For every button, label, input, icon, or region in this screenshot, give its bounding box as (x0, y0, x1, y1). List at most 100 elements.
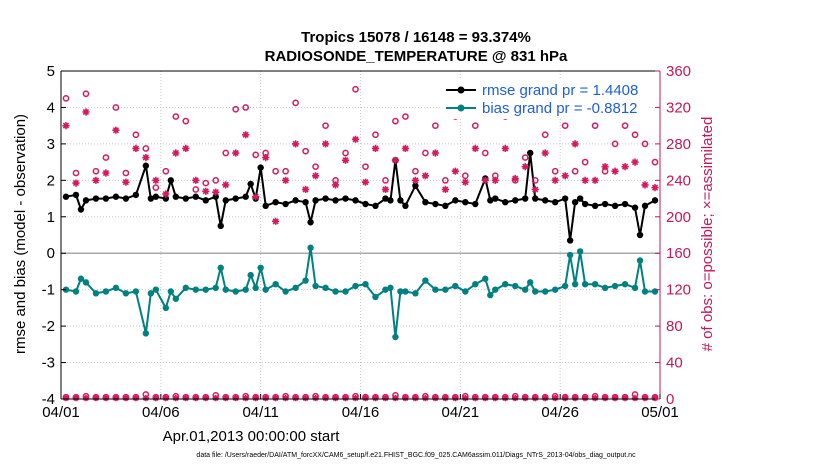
data-point-assimilated (391, 156, 399, 164)
series-layer (62, 85, 659, 402)
data-point-assimilated-low (202, 394, 209, 402)
data-point (551, 286, 559, 293)
data-point-assimilated-low (382, 394, 389, 402)
data-point (422, 277, 429, 284)
data-point (387, 284, 394, 292)
data-point-possible (372, 131, 379, 139)
data-point-possible (422, 149, 429, 157)
data-point-assimilated (312, 172, 320, 180)
y-right-tick-label: 160 (666, 245, 691, 262)
data-point (282, 288, 289, 295)
data-point-assimilated (471, 144, 479, 152)
data-point (147, 195, 155, 202)
series-1 (62, 244, 659, 341)
data-point-assimilated-low (591, 394, 599, 402)
data-point (342, 195, 349, 202)
data-point-assimilated-low (122, 394, 130, 402)
data-point (382, 195, 389, 202)
data-point (621, 281, 629, 288)
data-point (257, 164, 264, 171)
chart-subtitle: RADIOSONDE_TEMPERATURE @ 831 hPa (265, 48, 568, 65)
data-point (142, 162, 150, 169)
y-tick-label: 2 (47, 172, 55, 189)
data-point (322, 284, 329, 292)
data-point-possible (162, 167, 170, 175)
data-point-assimilated (351, 135, 360, 143)
data-file-footer: data file: /Users/raeder/DAI/ATM_forcXX/… (196, 452, 636, 459)
data-point (541, 197, 549, 204)
data-point (601, 200, 609, 208)
series-assimilated-low (62, 394, 659, 402)
data-point-assimilated-low (232, 394, 239, 402)
data-point-assimilated-low (462, 394, 469, 402)
data-point-assimilated (451, 167, 459, 175)
x-tick-label: 04/06 (142, 404, 180, 421)
data-point-possible (222, 149, 230, 157)
data-point-assimilated (521, 163, 529, 171)
data-point-possible (471, 122, 479, 130)
data-point-assimilated-low (142, 394, 150, 402)
data-point (142, 330, 150, 337)
data-point (182, 195, 189, 202)
data-point (541, 288, 549, 295)
data-point-possible (172, 113, 180, 120)
data-point (232, 288, 239, 295)
data-point (307, 219, 314, 226)
data-point-assimilated (361, 178, 370, 186)
data-point-assimilated-low (322, 394, 329, 402)
data-point (636, 231, 644, 239)
data-point-possible (242, 104, 250, 111)
y-right-tick-label: 360 (666, 63, 691, 80)
data-point-assimilated (601, 163, 609, 171)
data-point-assimilated (341, 156, 350, 164)
data-point (452, 197, 459, 204)
data-point (212, 193, 219, 200)
data-point-assimilated (82, 108, 90, 116)
data-point (397, 288, 404, 295)
data-point (172, 193, 180, 200)
x-tick-label: 04/01 (42, 404, 80, 421)
data-point-assimilated (132, 144, 140, 152)
data-point (152, 193, 160, 200)
data-point-assimilated (441, 185, 449, 193)
data-point (591, 202, 599, 210)
data-point (242, 193, 249, 200)
y-right-tick-label: 0 (666, 391, 674, 408)
data-point-assimilated-low (651, 394, 659, 402)
data-point-possible (82, 90, 90, 98)
data-point (92, 195, 100, 202)
data-point (362, 200, 369, 208)
data-point (581, 200, 589, 208)
data-point-possible (442, 176, 449, 184)
data-point (262, 286, 269, 293)
data-point (576, 248, 584, 255)
data-point-possible (412, 167, 419, 175)
y-tick-label: 0 (47, 245, 55, 262)
data-point-assimilated-low (402, 394, 409, 402)
data-point-assimilated-low (571, 394, 579, 402)
data-point-possible (302, 147, 309, 155)
y-right-tick-label: 40 (666, 355, 683, 372)
data-point (77, 206, 85, 213)
data-point (112, 284, 120, 292)
data-point-possible (581, 158, 589, 166)
data-point (342, 288, 349, 295)
data-point (631, 204, 639, 211)
series-0 (62, 149, 659, 244)
data-point-possible (342, 149, 349, 157)
data-point-assimilated-low (332, 394, 339, 402)
series-3 (62, 108, 659, 225)
data-point (122, 195, 130, 202)
data-point (202, 197, 209, 204)
data-point (402, 202, 409, 210)
data-point-possible (382, 176, 389, 184)
data-point-assimilated-low (182, 394, 189, 402)
legend-rmse-label: rmse grand pr = 1.4408 (482, 82, 638, 99)
data-point (172, 295, 180, 302)
data-point-possible (112, 104, 120, 111)
data-point-assimilated-low (502, 394, 509, 402)
data-point-assimilated (182, 144, 190, 152)
data-point-possible (352, 85, 359, 93)
data-point-possible (252, 151, 260, 159)
